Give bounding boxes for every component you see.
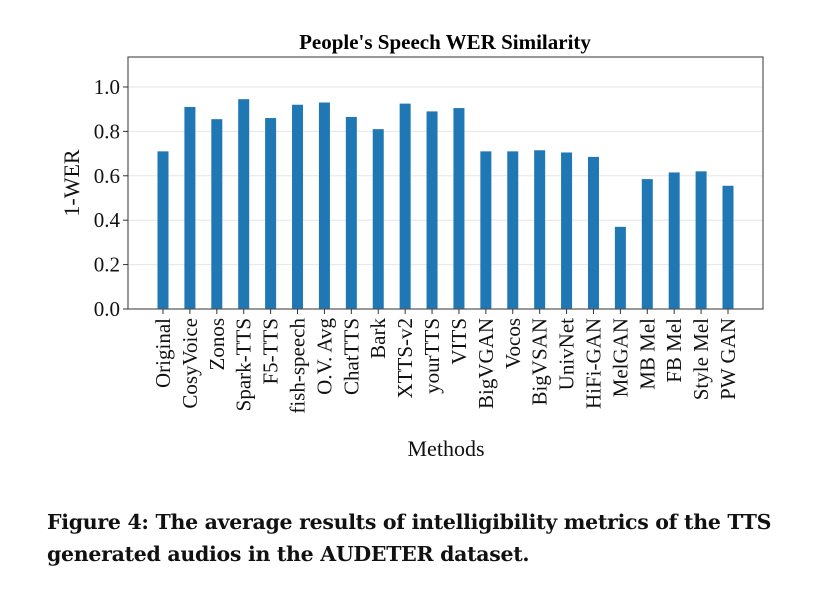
bar-bigvgan [480, 151, 492, 309]
x-tick-label: Bark [366, 318, 390, 359]
bar-bigvsan [534, 150, 546, 309]
bar-zonos [211, 119, 223, 309]
x-tick-label: Zonos [205, 318, 229, 371]
y-tick-label: 0.4 [94, 208, 121, 232]
y-axis-label: 1-WER [59, 149, 84, 217]
bar-hifi-gan [587, 156, 599, 309]
x-tick-label: Spark-TTS [232, 318, 256, 411]
bar-mb-mel [641, 179, 653, 309]
bar-xtts-v2 [399, 103, 411, 309]
y-tick-label: 0.8 [94, 119, 120, 143]
bar-vits [453, 108, 465, 310]
bar-chart: People's Speech WER Similarity 0.0 0.2 0.4… [59, 30, 764, 461]
x-tick-label: Vocos [501, 318, 525, 369]
x-axis-label: Methods [408, 436, 485, 461]
bar-original [157, 151, 169, 309]
bar-f5-tts [265, 118, 277, 309]
plot-frame [127, 56, 764, 310]
gridlines [128, 86, 763, 310]
y-tick-label: 1.0 [94, 75, 120, 99]
bar-o-v-avg [318, 102, 330, 310]
figure-caption: Figure 4: The average results of intelli… [47, 510, 772, 566]
x-tick-label: F5-TTS [259, 318, 283, 385]
x-axis-ticks: Original CosyVoice Zonos Spark-TTS F5-TTS fis… [151, 309, 740, 414]
bar-style-mel [695, 171, 707, 309]
bar-fb-mel [668, 172, 680, 309]
bar-melgan [614, 226, 626, 309]
x-tick-label: CosyVoice [178, 318, 202, 409]
x-tick-label: O.V. Avg [312, 318, 336, 395]
y-tick-label: 0.2 [94, 253, 120, 277]
chart-title: People's Speech WER Similarity [299, 30, 591, 54]
x-tick-label: ChatTTS [339, 318, 363, 395]
x-tick-label: yourTTS [420, 318, 444, 394]
bar-yourtts [426, 111, 438, 309]
x-tick-label: VITS [447, 318, 471, 365]
x-tick-label: MB Mel [635, 318, 659, 390]
x-tick-label: BigVSAN [528, 318, 552, 406]
y-tick-label: 0.0 [94, 297, 120, 321]
x-tick-label: Original [151, 318, 175, 388]
x-tick-label: MelGAN [608, 318, 632, 397]
bar-univnet [561, 152, 573, 309]
bar-vocos [507, 151, 519, 309]
x-tick-label: PW GAN [716, 318, 740, 400]
y-tick-label: 0.6 [94, 164, 120, 188]
x-tick-label: XTTS-v2 [393, 318, 417, 399]
y-axis-ticks: 0.0 0.2 0.4 0.6 0.8 1.0 [94, 75, 128, 321]
x-tick-label: UnivNet [555, 318, 579, 390]
bar-chattts [345, 116, 357, 309]
bar-cosyvoice [184, 106, 196, 309]
x-tick-label: Style Mel [689, 318, 713, 400]
x-tick-label: BigVGAN [474, 318, 498, 409]
bar-pw-gan [722, 185, 734, 309]
x-tick-label: fish-speech [286, 318, 310, 414]
bar-spark-tts [238, 99, 250, 309]
bars [157, 99, 734, 310]
x-tick-label: HiFi-GAN [581, 318, 605, 409]
x-tick-label: FB Mel [662, 318, 686, 383]
bar-bark [372, 129, 384, 309]
bar-fish-speech [292, 104, 304, 309]
